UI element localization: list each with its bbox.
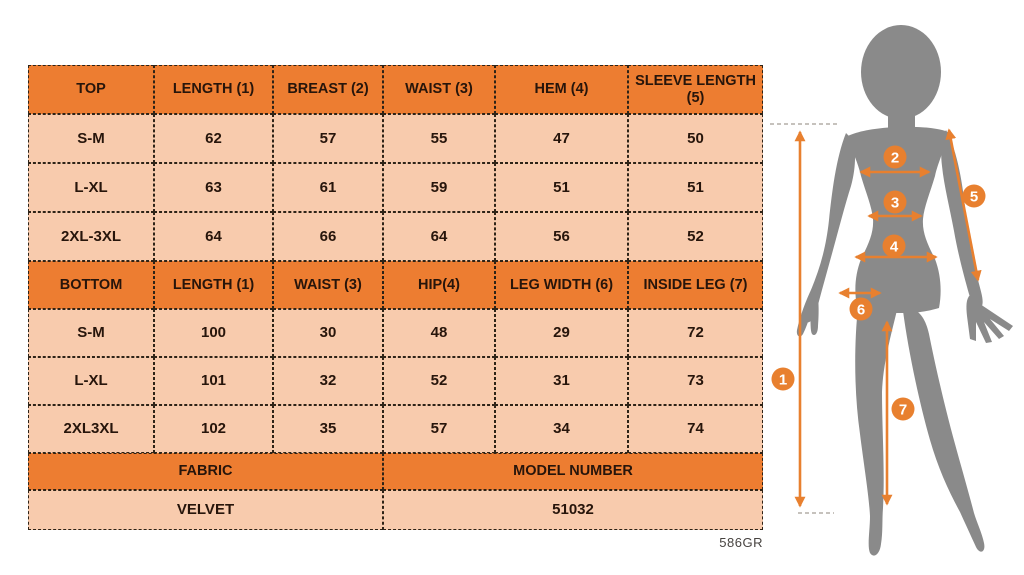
body-silhouette-icon xyxy=(796,25,1013,556)
top-header-cell: BREAST (2) xyxy=(273,65,383,114)
marker-circle-7 xyxy=(891,397,915,421)
model-number-value-cell: 51032 xyxy=(383,490,763,530)
marker-label-1: 1 xyxy=(779,371,787,388)
measurement-value-cell: 74 xyxy=(628,405,763,453)
bottom-header-cell: BOTTOM xyxy=(28,261,154,309)
measurement-value-cell: 51 xyxy=(628,163,763,212)
measurement-value-cell: 64 xyxy=(383,212,495,261)
top-header-cell: WAIST (3) xyxy=(383,65,495,114)
top-header-cell: SLEEVE LENGTH (5) xyxy=(628,65,763,114)
measurement-value-cell: 101 xyxy=(154,357,273,405)
marker-label-4: 4 xyxy=(890,238,899,255)
measurement-value-cell: 72 xyxy=(628,309,763,357)
size-label-cell: S-M xyxy=(28,114,154,163)
measurement-value-cell: 64 xyxy=(154,212,273,261)
measurement-value-cell: 61 xyxy=(273,163,383,212)
figure-svg: 1 2 3 4 5 6 7 xyxy=(770,25,1013,556)
measurement-value-cell: 50 xyxy=(628,114,763,163)
measurement-value-cell: 56 xyxy=(495,212,628,261)
left-leg-shape xyxy=(855,307,897,556)
measurement-value-cell: 35 xyxy=(273,405,383,453)
bottom-header-cell: INSIDE LEG (7) xyxy=(628,261,763,309)
size-label-cell: L-XL xyxy=(28,357,154,405)
measurement-value-cell: 62 xyxy=(154,114,273,163)
bottom-header-cell: LENGTH (1) xyxy=(154,261,273,309)
size-label-cell: S-M xyxy=(28,309,154,357)
marker-label-3: 3 xyxy=(891,194,899,211)
measure-arrow-5 xyxy=(945,128,982,282)
left-arm-shape xyxy=(803,133,856,323)
measurement-value-cell: 63 xyxy=(154,163,273,212)
measurement-value-cell: 52 xyxy=(383,357,495,405)
head-shape xyxy=(861,25,941,119)
measurement-value-cell: 102 xyxy=(154,405,273,453)
measurement-value-cell: 59 xyxy=(383,163,495,212)
top-header-cell: LENGTH (1) xyxy=(154,65,273,114)
bottom-header-cell: WAIST (3) xyxy=(273,261,383,309)
measurement-value-cell: 47 xyxy=(495,114,628,163)
right-hand-shape xyxy=(966,295,1013,343)
measurement-value-cell: 73 xyxy=(628,357,763,405)
model-number-header-cell: MODEL NUMBER xyxy=(383,453,763,490)
marker-label-2: 2 xyxy=(891,149,899,166)
marker-label-7: 7 xyxy=(899,401,907,418)
right-leg-shape xyxy=(903,308,985,552)
bottom-header-cell: HIP(4) xyxy=(383,261,495,309)
size-table: TOP LENGTH (1) BREAST (2) WAIST (3) HEM … xyxy=(28,65,763,530)
measurement-value-cell: 30 xyxy=(273,309,383,357)
marker-circle-5 xyxy=(962,184,986,208)
fabric-header-cell: FABRIC xyxy=(28,453,383,490)
marker-circle-1 xyxy=(771,367,795,391)
size-label-cell: L-XL xyxy=(28,163,154,212)
fabric-value-cell: VELVET xyxy=(28,490,383,530)
size-label-cell: 2XL-3XL xyxy=(28,212,154,261)
marker-circles: 1 2 3 4 5 6 7 xyxy=(771,145,986,421)
top-header-cell: HEM (4) xyxy=(495,65,628,114)
measurement-value-cell: 100 xyxy=(154,309,273,357)
right-arm-shape xyxy=(941,130,983,308)
marker-label-6: 6 xyxy=(857,301,865,318)
product-code: 586GR xyxy=(719,535,763,550)
measurement-value-cell: 29 xyxy=(495,309,628,357)
measurement-value-cell: 57 xyxy=(273,114,383,163)
top-header-cell: TOP xyxy=(28,65,154,114)
marker-circle-6 xyxy=(849,297,873,321)
measurement-value-cell: 32 xyxy=(273,357,383,405)
measurement-value-cell: 52 xyxy=(628,212,763,261)
measurement-value-cell: 48 xyxy=(383,309,495,357)
measurement-value-cell: 51 xyxy=(495,163,628,212)
measurement-value-cell: 34 xyxy=(495,405,628,453)
marker-circle-3 xyxy=(883,190,907,214)
measurement-value-cell: 66 xyxy=(273,212,383,261)
marker-circle-2 xyxy=(883,145,907,169)
marker-label-5: 5 xyxy=(970,188,978,205)
measurement-value-cell: 55 xyxy=(383,114,495,163)
bottom-header-cell: LEG WIDTH (6) xyxy=(495,261,628,309)
measurement-value-cell: 31 xyxy=(495,357,628,405)
marker-circle-4 xyxy=(882,234,906,258)
measurement-figure: 1 2 3 4 5 6 7 xyxy=(770,0,1024,575)
measurement-value-cell: 57 xyxy=(383,405,495,453)
size-label-cell: 2XL3XL xyxy=(28,405,154,453)
